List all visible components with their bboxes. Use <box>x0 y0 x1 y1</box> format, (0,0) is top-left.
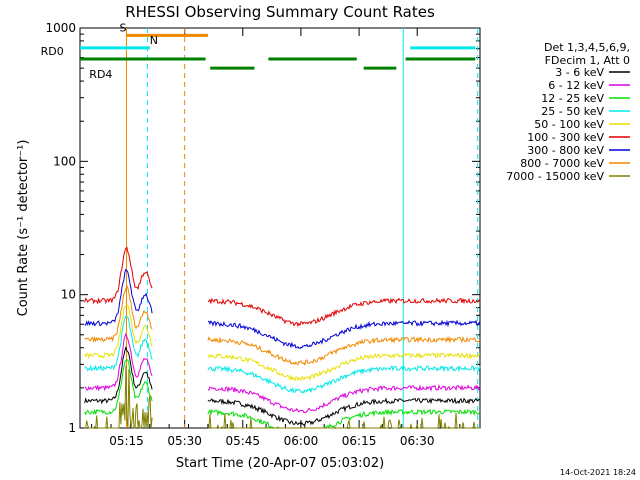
x-tick-label: 06:15 <box>342 434 377 448</box>
x-tick-label: 06:00 <box>284 434 319 448</box>
y-tick-label: 1 <box>68 421 76 435</box>
series-line <box>84 332 153 392</box>
series-line <box>207 365 481 394</box>
series-line <box>84 359 153 416</box>
series-line <box>207 408 481 429</box>
y-axis-label: Count Rate (s⁻¹ detector⁻¹) <box>16 140 31 317</box>
x-tick-label: 06:30 <box>400 434 435 448</box>
series-lines <box>84 246 481 430</box>
y-tick-label: 10 <box>61 288 76 302</box>
series-line <box>207 396 481 426</box>
y-tick-label: 100 <box>53 154 76 168</box>
series-line <box>207 383 481 414</box>
legend-entry-label: 50 - 100 keV <box>534 118 604 131</box>
legend-entry-label: 300 - 800 keV <box>527 144 604 157</box>
legend-entry-label: 800 - 7000 keV <box>520 157 604 170</box>
legend-header: Det 1,3,4,5,6,9, <box>544 41 630 54</box>
series-line <box>84 304 153 360</box>
legend-entry-label: 3 - 6 keV <box>555 66 604 79</box>
series-line <box>84 365 153 430</box>
series-line <box>84 284 153 343</box>
series-line <box>84 315 153 372</box>
legend-entry-label: 100 - 300 keV <box>527 131 604 144</box>
flag-label: N <box>150 34 158 47</box>
y-tick-label: 1000 <box>45 21 76 35</box>
x-axis-label: Start Time (20-Apr-07 05:03:02) <box>176 456 384 471</box>
x-tick-label: 05:45 <box>225 434 260 448</box>
legend-entry-label: 12 - 25 keV <box>541 92 604 105</box>
footer-date: 14-Oct-2021 18:24 <box>560 468 636 477</box>
vertical-markers <box>126 28 479 428</box>
chart-title: RHESSI Observing Summary Count Rates <box>125 3 435 21</box>
series-line <box>84 345 153 405</box>
series-line <box>207 335 481 367</box>
flag-label: RD4 <box>89 68 112 81</box>
x-tick-label: 05:15 <box>109 434 144 448</box>
axis-ticks: 05:15 05:30 05:45 06:00 06:15 06:30 1 10 100 1000 <box>45 21 480 448</box>
series-line <box>207 319 481 350</box>
legend-entry-label: 25 - 50 keV <box>541 105 604 118</box>
state-flags: S N RD0 RD4 <box>41 21 476 81</box>
flag-label: RD0 <box>41 45 64 58</box>
legend-entry-label: 6 - 12 keV <box>548 79 604 92</box>
series-line <box>84 246 153 305</box>
legend-entry-label: 7000 - 15000 keV <box>506 170 604 183</box>
series-line <box>207 297 481 328</box>
series-line <box>207 351 481 382</box>
flag-label: S <box>120 21 127 34</box>
x-tick-label: 05:30 <box>167 434 202 448</box>
legend-header: FDecim 1, Att 0 <box>545 54 630 67</box>
series-line <box>84 268 153 327</box>
legend: Det 1,3,4,5,6,9,FDecim 1, Att 03 - 6 keV… <box>506 41 630 183</box>
series-line <box>207 412 480 429</box>
